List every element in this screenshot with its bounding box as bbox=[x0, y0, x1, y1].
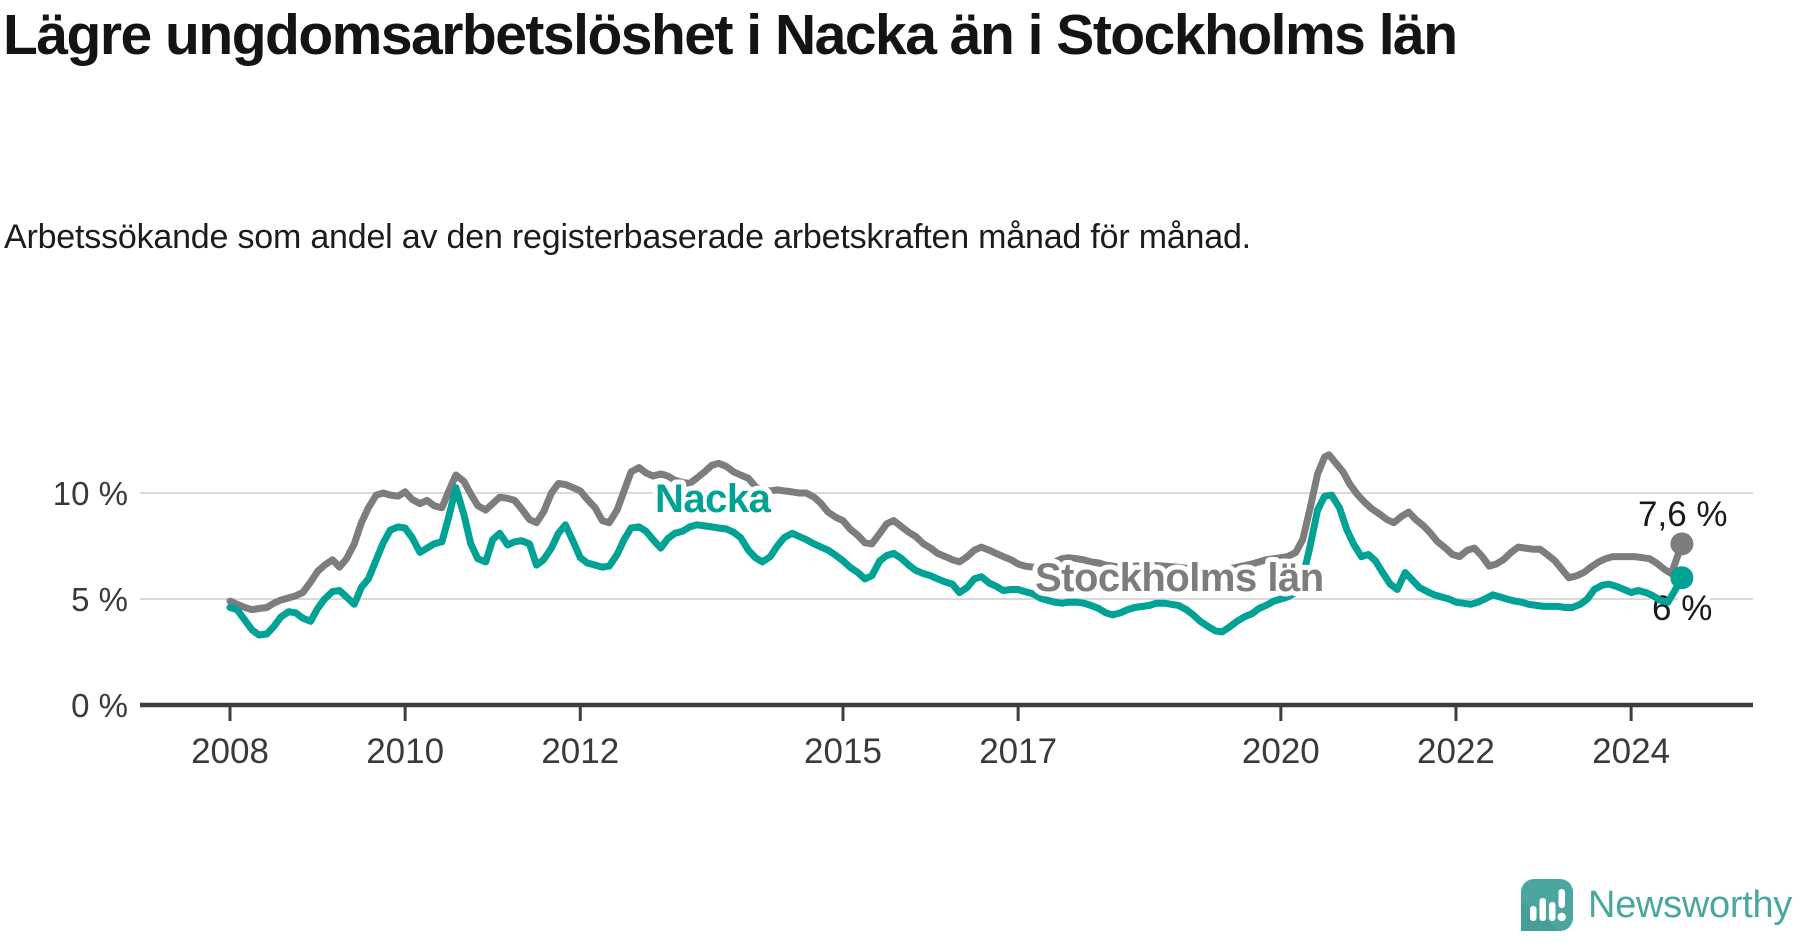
series-label-nacka: Nacka bbox=[655, 477, 772, 521]
series-end-dot-stockholm bbox=[1670, 532, 1694, 556]
series-line-nacka bbox=[226, 484, 1686, 639]
series-line-stockholm bbox=[226, 451, 1686, 614]
end-value-label-stockholm: 7,6 % bbox=[1638, 495, 1728, 534]
newsworthy-logo-icon bbox=[1521, 879, 1574, 931]
newsworthy-logo-text: Newsworthy bbox=[1588, 883, 1792, 926]
x-axis-label: 2008 bbox=[191, 732, 269, 771]
x-axis-label: 2022 bbox=[1417, 732, 1495, 771]
y-axis-label: 10 % bbox=[53, 475, 128, 512]
newsworthy-logo: Newsworthy bbox=[1520, 878, 1792, 932]
series-end-dot-nacka bbox=[1670, 566, 1694, 590]
x-axis-label: 2015 bbox=[804, 732, 882, 771]
x-axis-label: 2020 bbox=[1242, 732, 1320, 771]
y-axis-label: 5 % bbox=[71, 581, 128, 618]
series-label-stockholm: Stockholms län bbox=[1035, 556, 1324, 600]
x-axis-label: 2010 bbox=[366, 732, 444, 771]
end-value-label-nacka: 6 % bbox=[1652, 589, 1712, 628]
x-axis-label: 2012 bbox=[541, 732, 619, 771]
x-axis-label: 2024 bbox=[1592, 732, 1670, 771]
chart-title: Lägre ungdomsarbetslöshet i Nacka än i S… bbox=[3, 3, 1458, 67]
y-axis-label: 0 % bbox=[71, 687, 128, 724]
x-axis-label: 2017 bbox=[979, 732, 1057, 771]
chart-subtitle: Arbetssökande som andel av den registerb… bbox=[4, 218, 1251, 256]
